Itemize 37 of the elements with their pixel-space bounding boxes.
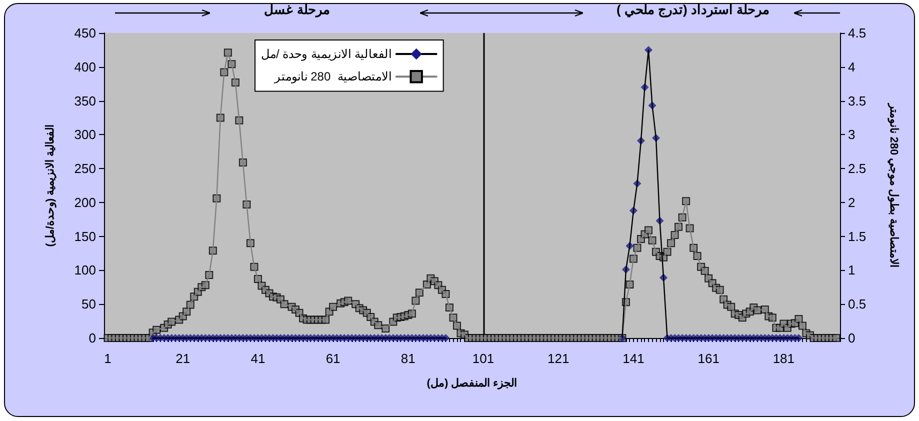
y2-tick-label: 1 — [848, 262, 856, 278]
legend-label: الفعالية الانزيمية وحدة /مل — [260, 47, 392, 61]
y2-tick-label: 0.5 — [848, 296, 866, 312]
x-tick-label: 141 — [622, 351, 644, 366]
y-tick-label: 300 — [74, 127, 96, 142]
y2-tick-label: 4 — [848, 59, 856, 74]
text: مرحلة استرداد (تدرج ملحي ) — [616, 2, 770, 17]
y-tick-label: 150 — [74, 228, 96, 244]
y-axis-title: الفعالية الانزيمية (وحدة/مل) — [44, 124, 56, 247]
y-tick-label: 350 — [74, 93, 96, 108]
y-tick-label: 50 — [82, 296, 96, 312]
y2-tick-label: 3.5 — [848, 93, 866, 108]
y-tick-label: 100 — [74, 262, 96, 278]
y2-tick-label: 0 — [848, 330, 856, 346]
y2-tick-label: 2 — [848, 194, 856, 210]
x-tick-label: 21 — [176, 351, 190, 366]
y-tick-label: 400 — [74, 59, 96, 74]
y2-tick-label: 2.5 — [848, 161, 866, 176]
x-axis-title: الجزء المنفصل (مل) — [426, 378, 518, 390]
legend-label: الامتصاصية 280 نانومتر — [273, 70, 392, 84]
x-tick-label: 121 — [548, 351, 570, 366]
x-tick-label: 181 — [772, 351, 795, 366]
y2-tick-label: 1.5 — [848, 228, 866, 244]
x-tick-label: 1 — [104, 351, 112, 366]
x-tick-label: 101 — [472, 351, 494, 366]
x-tick-label: 81 — [400, 351, 416, 366]
y2-tick-label: 3 — [848, 127, 856, 142]
y2-axis-title: الامتصاصية بطول موجي 280 نانومتر — [886, 102, 900, 268]
y-tick-label: 250 — [74, 161, 96, 176]
y-tick-label: 450 — [74, 26, 96, 40]
y2-tick-label: 4.5 — [848, 26, 866, 40]
x-tick-label: 161 — [698, 351, 720, 366]
x-tick-label: 41 — [250, 351, 266, 366]
x-tick-label: 61 — [326, 351, 340, 366]
y-tick-label: 0 — [88, 330, 96, 346]
text: مرحلة غسل — [264, 2, 330, 17]
y-tick-label: 200 — [74, 194, 96, 210]
